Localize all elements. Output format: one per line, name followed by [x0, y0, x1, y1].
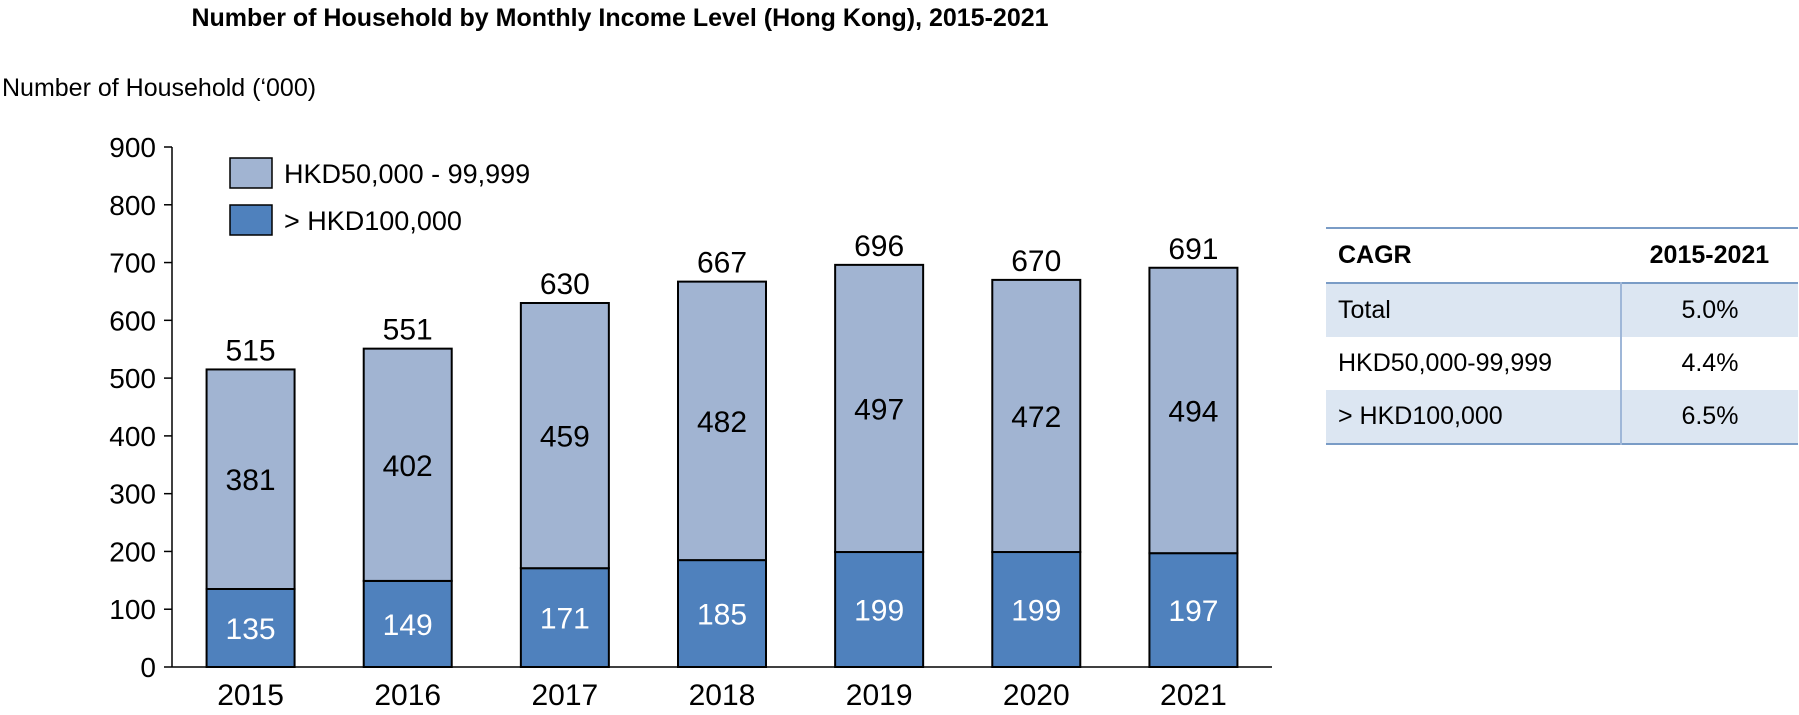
bar-segment-high-income — [991, 551, 1082, 668]
cagr-row-high: > HKD100,000 6.5% — [1326, 390, 1798, 444]
y-tick-label: 900 — [109, 132, 156, 163]
y-tick-label: 300 — [109, 479, 156, 510]
data-label-mid-income: 497 — [854, 393, 904, 426]
x-tick-label: 2015 — [217, 679, 284, 712]
cagr-table: CAGR 2015-2021 Total 5.0% HKD50,000-99,9… — [1326, 227, 1798, 445]
data-label-high-income: 135 — [226, 613, 276, 646]
cagr-header-row: CAGR 2015-2021 — [1326, 228, 1798, 283]
cagr-header-period: 2015-2021 — [1649, 241, 1770, 269]
data-label-mid-income: 402 — [383, 450, 433, 483]
data-label-high-income: 149 — [383, 609, 433, 642]
y-tick-label: 200 — [109, 536, 156, 567]
x-tick-label: 2017 — [531, 679, 598, 712]
bar-segment-mid-income — [519, 302, 610, 570]
bar-segment-high-income — [362, 579, 453, 669]
data-label-mid-income: 381 — [226, 464, 276, 497]
bar-segment-high-income — [519, 567, 610, 669]
cagr-row-value: 6.5% — [1619, 390, 1798, 444]
x-tick-label: 2021 — [1160, 679, 1227, 712]
data-label-total: 670 — [1011, 245, 1061, 278]
data-label-total: 691 — [1168, 233, 1218, 266]
x-tick-label: 2016 — [374, 679, 441, 712]
cagr-header-label: CAGR — [1338, 241, 1412, 269]
data-label-total: 696 — [854, 230, 904, 263]
legend-swatch — [229, 157, 273, 189]
cagr-row-total: Total 5.0% — [1326, 283, 1798, 337]
bar-segment-mid-income — [1148, 266, 1239, 555]
data-label-high-income: 171 — [540, 603, 590, 636]
cagr-row-label: HKD50,000-99,999 — [1338, 349, 1553, 377]
cagr-row-mid: HKD50,000-99,999 4.4% — [1326, 337, 1798, 390]
y-tick-label: 800 — [109, 190, 156, 221]
cagr-row-label: > HKD100,000 — [1338, 402, 1503, 430]
legend-label: HKD50,000 - 99,999 — [284, 159, 530, 189]
legend-label: > HKD100,000 — [284, 206, 462, 236]
data-label-total: 630 — [540, 268, 590, 301]
x-tick-label: 2018 — [689, 679, 756, 712]
bar-segment-high-income — [1148, 552, 1239, 669]
y-tick-label: 700 — [109, 248, 156, 279]
legend-swatch — [229, 204, 273, 236]
y-tick-label: 100 — [109, 594, 156, 625]
y-tick-label: 400 — [109, 421, 156, 452]
data-label-mid-income: 472 — [1011, 401, 1061, 434]
cagr-row-value: 4.4% — [1619, 337, 1798, 390]
bar-segment-mid-income — [677, 280, 767, 562]
data-label-high-income: 197 — [1168, 595, 1218, 628]
bar-segment-mid-income — [834, 263, 925, 554]
stacked-bar-chart: 0 100 200 300 400 500 600 700 800 900 135 381 515 20… — [109, 132, 1272, 712]
x-tick-label: 2019 — [846, 679, 913, 712]
data-label-total: 515 — [226, 334, 276, 367]
bar-segment-mid-income — [362, 347, 453, 582]
bar-segment-mid-income — [991, 278, 1082, 554]
data-label-mid-income: 482 — [697, 406, 747, 439]
y-tick-label: 600 — [109, 305, 156, 336]
cagr-row-label: Total — [1338, 296, 1391, 324]
cagr-row-value: 5.0% — [1619, 283, 1798, 337]
data-label-total: 667 — [697, 247, 747, 280]
chart-title: Number of Household by Monthly Income Le… — [191, 4, 1049, 32]
bar-segment-mid-income — [205, 368, 296, 591]
y-axis-label: Number of Household (‘000) — [2, 74, 317, 102]
data-label-high-income: 199 — [1011, 595, 1061, 628]
data-label-total: 551 — [383, 314, 433, 347]
y-tick-label: 500 — [109, 363, 156, 394]
data-label-high-income: 185 — [697, 599, 747, 632]
data-label-mid-income: 459 — [540, 421, 590, 454]
x-tick-label: 2020 — [1003, 679, 1070, 712]
data-label-mid-income: 494 — [1168, 395, 1218, 428]
data-label-high-income: 199 — [854, 595, 904, 628]
bar-segment-high-income — [677, 559, 767, 668]
y-tick-label: 0 — [140, 652, 156, 683]
